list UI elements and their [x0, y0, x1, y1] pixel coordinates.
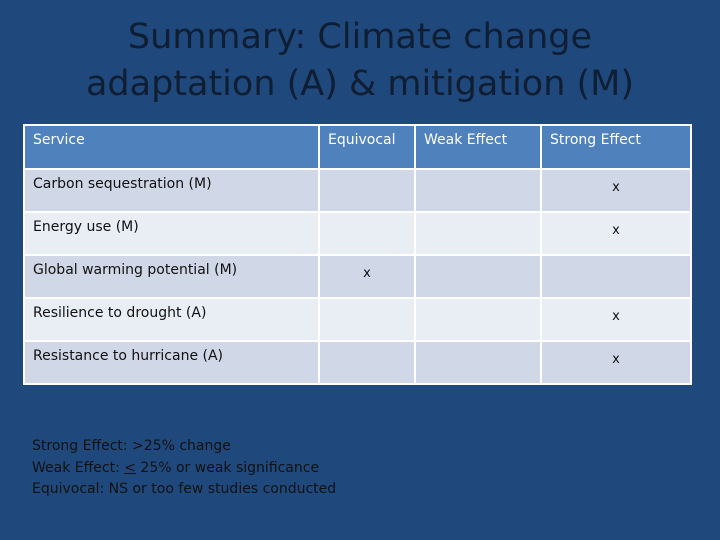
title-line-2: adaptation (A) & mitigation (M) — [85, 64, 635, 104]
table-row: Resistance to hurricane (A) x — [23, 340, 692, 385]
table-row: Energy use (M) x — [23, 211, 692, 256]
table-row: Global warming potential (M) x — [23, 254, 692, 299]
strong-effect-cell: x — [540, 340, 692, 385]
equivocal-cell: x — [318, 254, 416, 299]
strong-effect-cell: x — [540, 168, 692, 213]
equivocal-cell — [318, 211, 416, 256]
weak-effect-cell — [414, 168, 542, 213]
equivocal-cell — [318, 340, 416, 385]
effect-mark: x — [612, 309, 620, 324]
effect-mark: x — [363, 266, 371, 281]
title-line-1: Summary: Climate change — [127, 17, 593, 57]
service-cell: Energy use (M) — [23, 211, 320, 256]
service-cell: Carbon sequestration (M) — [23, 168, 320, 213]
table-header-row: Service Equivocal Weak Effect Strong Eff… — [23, 124, 692, 170]
table-row: Carbon sequestration (M) x — [23, 168, 692, 213]
equivocal-cell — [318, 168, 416, 213]
equivocal-cell — [318, 297, 416, 342]
header-weak-effect: Weak Effect — [414, 124, 542, 170]
header-equivocal: Equivocal — [318, 124, 416, 170]
weak-effect-cell — [414, 254, 542, 299]
weak-effect-cell — [414, 340, 542, 385]
service-cell: Resilience to drought (A) — [23, 297, 320, 342]
weak-effect-cell — [414, 297, 542, 342]
legend-strong: Strong Effect: >25% change — [32, 438, 231, 454]
effect-mark: x — [612, 180, 620, 195]
summary-table: Service Equivocal Weak Effect Strong Eff… — [23, 124, 692, 385]
header-service: Service — [23, 124, 320, 170]
table-row: Resilience to drought (A) x — [23, 297, 692, 342]
service-cell: Resistance to hurricane (A) — [23, 340, 320, 385]
strong-effect-cell: x — [540, 297, 692, 342]
slide-title: Summary: Climate change adaptation (A) &… — [0, 14, 720, 108]
strong-effect-cell: x — [540, 211, 692, 256]
header-strong-effect: Strong Effect — [540, 124, 692, 170]
legend-equivocal: Equivocal: NS or too few studies conduct… — [32, 481, 337, 497]
legend: Strong Effect: >25% change Weak Effect: … — [32, 436, 336, 501]
weak-effect-cell — [414, 211, 542, 256]
service-cell: Global warming potential (M) — [23, 254, 320, 299]
effect-mark: x — [612, 352, 620, 367]
legend-weak: Weak Effect: < 25% or weak significance — [32, 459, 320, 476]
strong-effect-cell — [540, 254, 692, 299]
effect-mark: x — [612, 223, 620, 238]
